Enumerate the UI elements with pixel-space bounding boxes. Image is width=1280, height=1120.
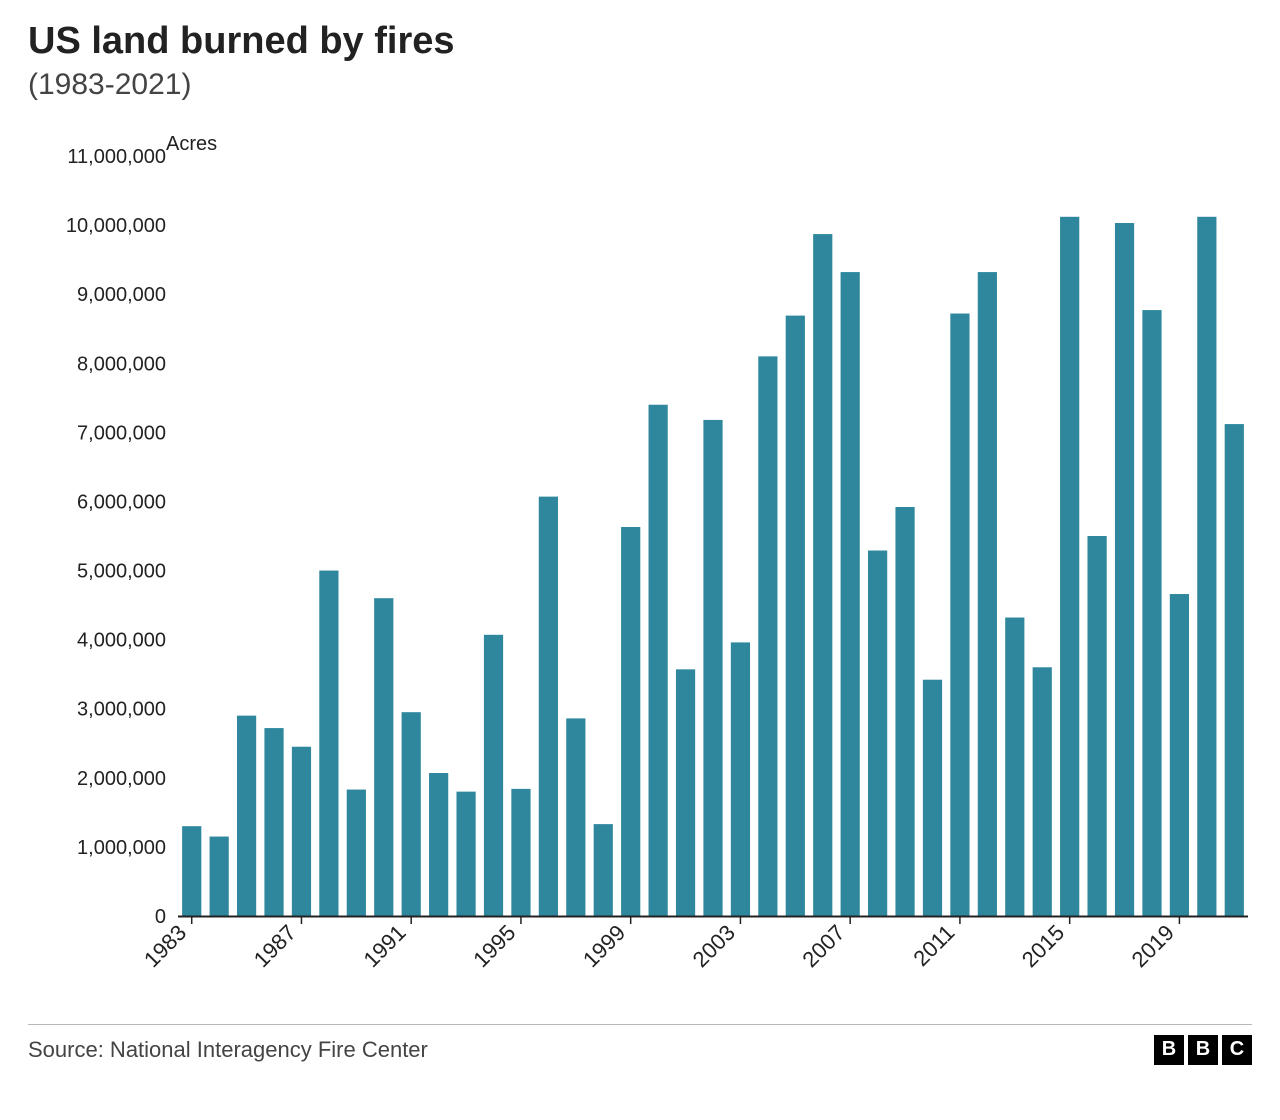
x-tick-label: 2019 <box>1127 920 1179 972</box>
bar <box>237 715 256 915</box>
bar <box>841 272 860 916</box>
x-tick-label: 1991 <box>358 920 410 972</box>
y-tick-label: 1,000,000 <box>77 837 166 859</box>
bar <box>895 507 914 916</box>
y-axis-title: Acres <box>166 133 217 155</box>
y-tick-label: 11,000,000 <box>67 146 166 168</box>
bar <box>456 791 475 915</box>
y-tick-label: 6,000,000 <box>77 491 166 513</box>
footer-divider <box>28 1024 1252 1025</box>
bar <box>1170 594 1189 916</box>
bar <box>1033 667 1052 916</box>
bar <box>292 746 311 915</box>
bar <box>319 570 338 915</box>
bar <box>731 642 750 916</box>
bbc-logo: B B C <box>1154 1035 1252 1065</box>
bar <box>566 718 585 916</box>
x-tick-label: 2015 <box>1017 920 1069 972</box>
y-tick-label: 9,000,000 <box>77 284 166 306</box>
bar <box>347 789 366 915</box>
bar <box>1005 617 1024 915</box>
chart-container: US land burned by fires (1983-2021) 0 1,0… <box>0 0 1280 1120</box>
x-tick-label: 1995 <box>468 920 520 972</box>
y-tick-label: 8,000,000 <box>77 353 166 375</box>
bar <box>1225 424 1244 916</box>
bar <box>649 404 668 915</box>
bar-chart-svg: 0 1,000,000 2,000,000 3,000,000 4,000,000 5,0… <box>28 126 1258 1006</box>
bar <box>786 315 805 915</box>
bar <box>511 789 530 916</box>
bar <box>210 836 229 915</box>
x-tick-label: 2007 <box>797 920 849 972</box>
bar <box>923 679 942 915</box>
bar <box>594 824 613 916</box>
bar <box>868 550 887 915</box>
bbc-logo-letter: C <box>1222 1035 1252 1065</box>
bar <box>429 773 448 916</box>
x-tick-label: 2003 <box>688 920 740 972</box>
bar <box>813 234 832 916</box>
bar <box>1060 216 1079 915</box>
chart-plot-area: 0 1,000,000 2,000,000 3,000,000 4,000,000 5,0… <box>28 126 1252 1006</box>
bar <box>264 728 283 916</box>
x-tick-label: 1983 <box>139 920 191 972</box>
y-tick-label: 3,000,000 <box>77 698 166 720</box>
bar <box>978 272 997 916</box>
chart-title: US land burned by fires <box>28 20 1252 64</box>
bbc-logo-letter: B <box>1154 1035 1184 1065</box>
chart-subtitle: (1983-2021) <box>28 68 1252 102</box>
x-tick-label: 1999 <box>578 920 630 972</box>
bar <box>182 826 201 916</box>
bar <box>1142 310 1161 916</box>
y-tick-label: 4,000,000 <box>77 629 166 651</box>
x-tick-label: 1987 <box>249 920 301 972</box>
bar <box>1197 216 1216 915</box>
y-tick-label: 7,000,000 <box>77 422 166 444</box>
bar <box>703 420 722 916</box>
bar <box>539 496 558 915</box>
bbc-logo-letter: B <box>1188 1035 1218 1065</box>
y-tick-label: 2,000,000 <box>77 768 166 790</box>
bar <box>374 598 393 916</box>
y-tick-label: 5,000,000 <box>77 560 166 582</box>
x-tick-label: 2011 <box>908 920 959 971</box>
bar <box>621 527 640 916</box>
bar <box>676 669 695 916</box>
y-tick-label: 0 <box>155 906 166 928</box>
bar <box>402 712 421 916</box>
source-text: Source: National Interagency Fire Center <box>28 1037 428 1063</box>
bar <box>758 356 777 916</box>
bar <box>1115 223 1134 916</box>
chart-footer: Source: National Interagency Fire Center… <box>28 1035 1252 1065</box>
y-tick-label: 10,000,000 <box>66 215 166 237</box>
bar <box>950 313 969 915</box>
bar <box>484 634 503 915</box>
bar <box>1088 536 1107 916</box>
